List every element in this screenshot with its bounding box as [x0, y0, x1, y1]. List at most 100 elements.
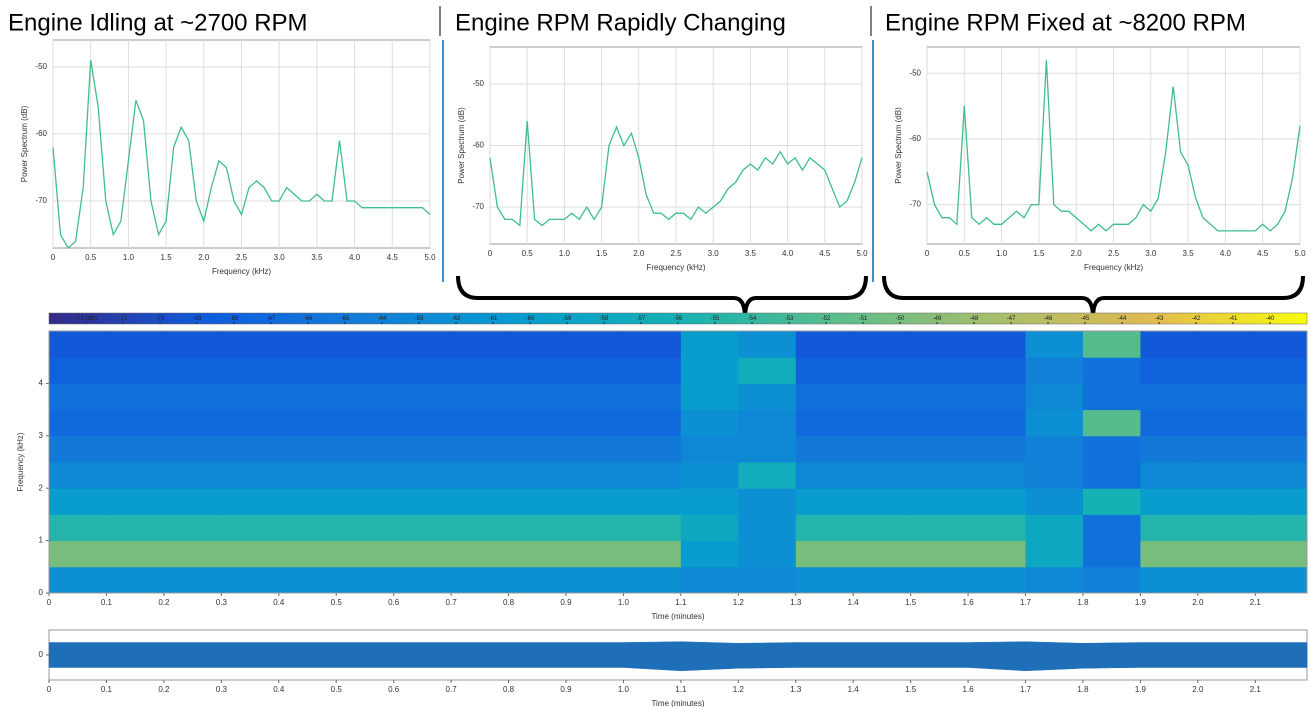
spectrogram-cell: [1255, 566, 1308, 594]
spectrogram-cell: [221, 435, 280, 463]
spectrogram-cell: [623, 462, 682, 489]
spectrogram-cell: [680, 383, 739, 411]
spectrogram-cell: [910, 357, 969, 384]
spectrogram-cell: [738, 488, 797, 515]
spectrogram-cell: [1082, 331, 1141, 358]
spectrogram-cell: [163, 514, 222, 542]
y-tick-label: 0: [39, 588, 44, 597]
spectrogram-cell: [393, 540, 452, 568]
spectrogram-cell: [1025, 514, 1084, 542]
colorbar-tick-label: -66: [304, 316, 313, 322]
x-tick-label: 0.1: [101, 598, 113, 607]
spectrogram-cell: [565, 357, 624, 384]
y-tick-label: -50: [472, 79, 484, 88]
spectrogram-cell: [738, 383, 797, 411]
x-tick-label: 1.5: [905, 598, 917, 607]
spectrogram-cell: [565, 462, 624, 489]
spectrogram-cell: [795, 462, 854, 489]
colorbar-tick-label: -47: [1007, 316, 1016, 322]
spectrogram-cell: [853, 357, 912, 384]
spectrogram-cell: [623, 540, 682, 568]
spectrogram-cell: [910, 331, 969, 358]
spectrogram-cell: [1255, 357, 1308, 384]
spectrogram-cell: [278, 383, 337, 411]
spectrogram-cell: [910, 566, 969, 594]
colorbar-tick-label: -45: [1081, 316, 1090, 322]
spectrogram-cell: [1140, 462, 1199, 489]
spectrogram-cell: [738, 435, 797, 463]
spectrogram-cell: [1082, 409, 1141, 437]
x-tick-label: 5.0: [1294, 249, 1306, 258]
spectrogram-cell: [336, 383, 395, 411]
spectrogram-cell: [565, 514, 624, 542]
x-tick-label: 2.5: [236, 253, 248, 262]
x-tick-label: 4.0: [1220, 249, 1232, 258]
spectrogram-cell: [393, 409, 452, 437]
colorbar-tick-label: -60: [526, 316, 535, 322]
spectrogram-cell: [1025, 566, 1084, 594]
x-tick-label: 1.9: [1135, 598, 1147, 607]
spectrogram-cell: [278, 409, 337, 437]
spectrogram-cell: [1255, 488, 1308, 515]
spectrogram-cell: [278, 357, 337, 384]
spectrogram-cell: [163, 383, 222, 411]
y-tick-label: -60: [472, 141, 484, 150]
x-tick-label: 3.0: [274, 253, 286, 262]
spectrogram-cell: [795, 357, 854, 384]
spectrogram-cell: [336, 462, 395, 489]
x-tick-label: 0.3: [216, 598, 228, 607]
spectrogram-cell: [278, 435, 337, 463]
bracket: [456, 275, 868, 319]
spectrogram-cell: [738, 357, 797, 384]
spectrogram-cell: [221, 331, 280, 358]
x-tick-label: 0.9: [560, 685, 572, 694]
x-tick-label: 0.2: [158, 685, 170, 694]
x-tick-label: 2.0: [633, 249, 645, 258]
x-tick-label: 4.5: [819, 249, 831, 258]
spectrogram-cell: [795, 435, 854, 463]
spectrogram-cell: [565, 540, 624, 568]
x-tick-label: 1.0: [123, 253, 135, 262]
spectrogram-cell: [968, 383, 1027, 411]
spectrogram-cell: [968, 566, 1027, 594]
colorbar-tick-label: -40: [1266, 316, 1275, 322]
spectrogram-cell: [565, 435, 624, 463]
spectrogram-cell: [680, 540, 739, 568]
x-tick-label: 0.8: [503, 598, 515, 607]
x-tick-label: 0.1: [101, 685, 113, 694]
spectrogram-cell: [1197, 409, 1256, 437]
y-tick-label: 1: [39, 536, 44, 545]
spectrogram-cell: [1140, 435, 1199, 463]
spectrogram-cell: [1082, 435, 1141, 463]
spectrogram-cell: [1255, 383, 1308, 411]
spectrogram-cell: [1140, 331, 1199, 358]
spectrogram-cell: [336, 540, 395, 568]
x-tick-label: 0.5: [85, 253, 97, 262]
spectrogram-cell: [508, 514, 567, 542]
x-tick-label: 2.0: [198, 253, 210, 262]
y-axis-label: Frequency (kHz): [16, 432, 25, 491]
spectrogram-cell: [49, 357, 107, 384]
spectrogram-cell: [49, 488, 107, 515]
spectrogram-cell: [853, 435, 912, 463]
x-tick-label: 2.1: [1250, 598, 1262, 607]
x-tick-label: 1.1: [675, 598, 687, 607]
spectrogram-cell: [623, 488, 682, 515]
spectrogram-cell: [49, 383, 107, 411]
spectrogram-cell: [393, 566, 452, 594]
spectrogram-cell: [565, 566, 624, 594]
spectrogram-cell: [451, 540, 510, 568]
spectrogram-cell: [1197, 462, 1256, 489]
spectrogram-cell: [853, 514, 912, 542]
x-tick-label: 4.0: [349, 253, 361, 262]
colorbar-tick-label: -69: [193, 316, 202, 322]
spectrogram-cell: [1255, 409, 1308, 437]
x-tick-label: 1.0: [618, 685, 630, 694]
spectrogram-cell: [106, 566, 165, 594]
spectrogram-cell: [221, 540, 280, 568]
x-tick-label: 1.8: [1077, 685, 1089, 694]
colorbar-tick-label: -57: [637, 316, 646, 322]
x-axis-label: Frequency (kHz): [646, 263, 705, 272]
spectrogram-cell: [1255, 331, 1308, 358]
colorbar-tick-label: -59: [563, 316, 572, 322]
